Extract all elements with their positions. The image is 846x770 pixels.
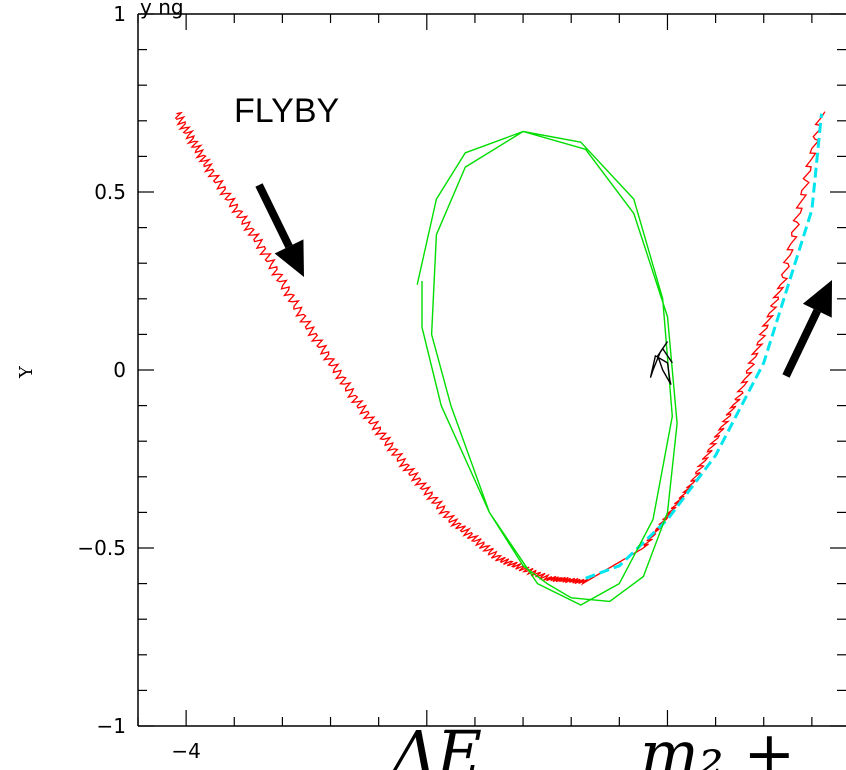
arrow-down-head xyxy=(274,239,304,277)
series-line-red xyxy=(174,111,826,586)
y-tick-label: 1 xyxy=(113,2,126,26)
y-tick-label: 0 xyxy=(113,358,126,382)
x-tick-label: −4 xyxy=(171,739,200,763)
y-tick-label: 0.5 xyxy=(94,180,126,204)
x-axis-ticks: −4 xyxy=(137,14,813,763)
flyby-label: FLYBY xyxy=(234,92,339,130)
arrows-layer xyxy=(255,183,832,378)
series-line-cyan xyxy=(585,113,823,580)
y-tick-label: −1 xyxy=(97,714,126,738)
y-axis-ticks: 1 0.5 0 −0.5 −1 xyxy=(77,2,846,738)
arrow-up-shaft xyxy=(782,308,821,378)
series-line-green xyxy=(416,130,678,606)
arrow-up-head xyxy=(802,280,832,318)
equation-fragment: ΔE xyxy=(390,717,482,770)
series-layer xyxy=(174,111,826,606)
arrow-down xyxy=(255,183,304,277)
title-fragment: y ng xyxy=(140,0,184,19)
arrow-down-shaft xyxy=(255,183,293,249)
series-line-black xyxy=(649,341,673,385)
equation-fragment-2: m₂ + xyxy=(640,717,795,770)
arrow-up xyxy=(782,280,832,378)
y-axis-label: Y xyxy=(16,365,37,379)
y-tick-label: −0.5 xyxy=(77,536,126,560)
